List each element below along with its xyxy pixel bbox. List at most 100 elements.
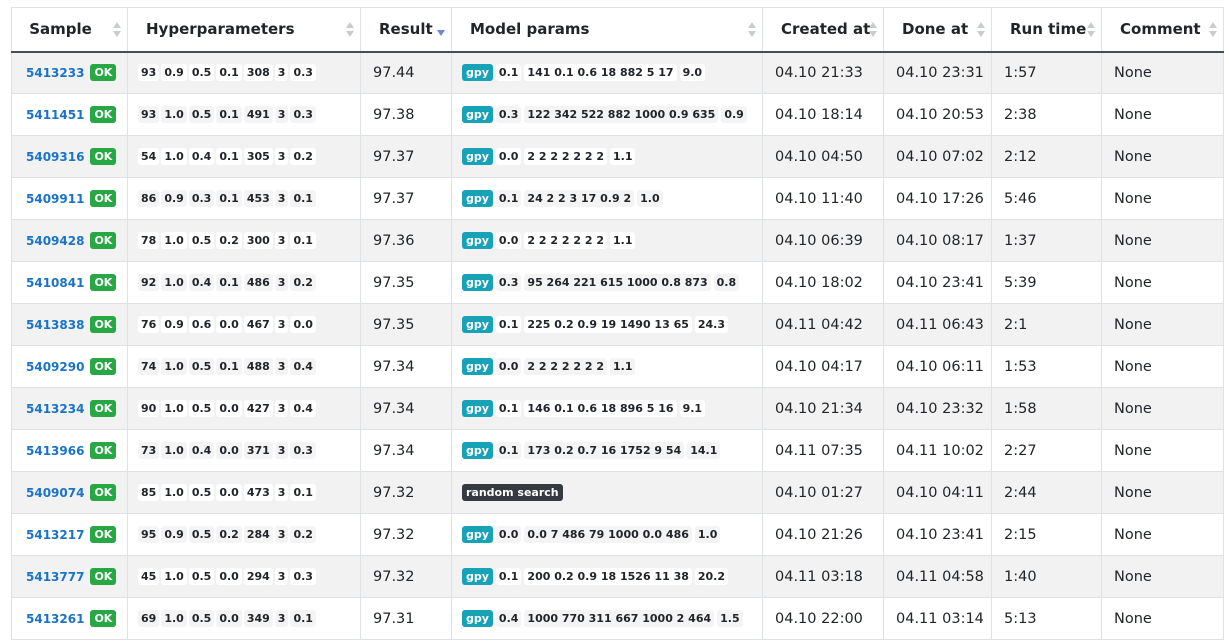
hyperparameter-value: 0.2 xyxy=(216,526,242,543)
sample-id-link[interactable]: 5413233 xyxy=(26,66,85,81)
table-row: 5410841 OK 92 1.0 0.4 0.1 486 3 0.2 97.35 gpy 0.3 95… xyxy=(11,261,1224,304)
hyperparameter-value: 1.0 xyxy=(161,442,187,459)
results-table-body: 5413233 OK 93 0.9 0.5 0.1 308 3 0.3 97.44 gpy 0.1 14… xyxy=(11,51,1224,640)
model-param-value: 2 2 2 2 2 2 2 xyxy=(524,232,607,249)
hyperparameter-value: 0.5 xyxy=(188,358,215,375)
hyperparameter-value: 76 xyxy=(138,316,160,333)
status-badge: OK xyxy=(90,106,117,123)
hyperparameter-value: 3 xyxy=(274,610,289,627)
done-at-cell: 04.10 23:41 xyxy=(883,261,992,304)
done-at-cell: 04.10 17:26 xyxy=(883,177,992,220)
model-param-value: 0.1 xyxy=(495,316,522,333)
sample-id-link[interactable]: 5413838 xyxy=(26,318,85,332)
gpy-badge: gpy xyxy=(462,274,493,291)
table-row: 5409290 OK 74 1.0 0.5 0.1 488 3 0.4 97.34 gpy 0.0 2 … xyxy=(11,345,1224,388)
model-param-value: 0.8 xyxy=(713,274,740,291)
header-label: Result xyxy=(379,20,433,39)
hyperparameter-value: 0.3 xyxy=(290,568,316,585)
hyperparameter-value: 0.1 xyxy=(216,106,242,123)
hyperparameter-value: 3 xyxy=(274,190,289,207)
hyperparameter-value: 0.3 xyxy=(290,64,316,82)
done-at-cell: 04.11 03:14 xyxy=(883,597,992,640)
hyperparameters-cell: 69 1.0 0.5 0.0 349 3 0.1 xyxy=(127,597,361,640)
hyperparameter-value: 0.1 xyxy=(216,358,242,375)
hyperparameter-value: 0.1 xyxy=(290,484,316,501)
hyperparameter-value: 0.3 xyxy=(290,442,316,459)
hyperparameter-value: 0.4 xyxy=(188,274,215,291)
hyperparameter-value: 284 xyxy=(243,526,273,543)
sample-id-link[interactable]: 5411451 xyxy=(26,108,85,122)
column-header-comment[interactable]: Comment xyxy=(1101,7,1224,53)
hyperparameters-cell: 93 1.0 0.5 0.1 491 3 0.3 xyxy=(127,93,361,136)
sample-id-link[interactable]: 5410841 xyxy=(26,276,85,290)
sample-cell: 5413261 OK xyxy=(11,597,128,640)
hyperparameters-cell: 86 0.9 0.3 0.1 453 3 0.1 xyxy=(127,177,361,220)
sample-id-link[interactable]: 5413217 xyxy=(26,528,85,542)
sample-id-link[interactable]: 5413966 xyxy=(26,444,85,458)
column-header-result[interactable]: Result xyxy=(360,7,452,53)
hyperparameters-cell: 78 1.0 0.5 0.2 300 3 0.1 xyxy=(127,219,361,262)
run-time-cell: 1:40 xyxy=(991,555,1102,598)
model-param-value: 20.2 xyxy=(694,568,729,585)
sample-id-link[interactable]: 5409316 xyxy=(26,150,85,164)
created-at-cell: 04.10 11:40 xyxy=(762,177,884,220)
table-row: 5409911 OK 86 0.9 0.3 0.1 453 3 0.1 97.37 gpy 0.1 24… xyxy=(11,177,1224,220)
hyperparameters-cell: 45 1.0 0.5 0.0 294 3 0.3 xyxy=(127,555,361,598)
model-param-value: 1.0 xyxy=(694,526,721,543)
sample-id-link[interactable]: 5409290 xyxy=(26,360,85,374)
hyperparameter-value: 45 xyxy=(138,568,160,585)
status-badge: OK xyxy=(90,400,117,417)
hyperparameter-value: 73 xyxy=(138,442,160,459)
column-header-sample[interactable]: Sample xyxy=(11,7,128,53)
column-header-created-at[interactable]: Created at xyxy=(762,7,884,53)
comment-cell: None xyxy=(1101,93,1224,136)
hyperparameter-value: 308 xyxy=(243,64,273,82)
column-header-hyperparameters[interactable]: Hyperparameters xyxy=(127,7,361,53)
created-at-cell: 04.10 01:27 xyxy=(762,471,884,514)
model-param-value: 0.0 7 486 79 1000 0.0 486 xyxy=(524,526,692,543)
hyperparameter-value: 0.2 xyxy=(290,148,316,165)
model-param-value: 9.1 xyxy=(679,400,706,417)
column-header-done-at[interactable]: Done at xyxy=(883,7,992,53)
model-param-value: 1.1 xyxy=(609,148,636,165)
model-param-value: 225 0.2 0.9 19 1490 13 65 xyxy=(524,316,692,333)
sample-id-link[interactable]: 5409428 xyxy=(26,234,85,248)
model-param-value: 0.4 xyxy=(495,610,522,627)
column-header-run-time[interactable]: Run time xyxy=(991,7,1102,53)
hyperparameter-value: 3 xyxy=(274,316,289,333)
model-params-cell: gpy 0.1 141 0.1 0.6 18 882 5 17 9.0 xyxy=(451,51,763,94)
created-at-cell: 04.10 21:26 xyxy=(762,513,884,556)
model-param-value: 1000 770 311 667 1000 2 464 xyxy=(524,610,715,627)
header-label: Created at xyxy=(781,20,871,39)
table-row: 5413217 OK 95 0.9 0.5 0.2 284 3 0.2 97.32 gpy 0.0 0.… xyxy=(11,513,1224,556)
done-at-cell: 04.11 04:58 xyxy=(883,555,992,598)
done-at-cell: 04.11 06:43 xyxy=(883,303,992,346)
sample-id-link[interactable]: 5413234 xyxy=(26,402,85,416)
hyperparameter-value: 95 xyxy=(138,526,160,543)
hyperparameter-value: 0.1 xyxy=(216,190,242,207)
hyperparameter-value: 0.1 xyxy=(290,232,316,249)
run-time-cell: 1:37 xyxy=(991,219,1102,262)
gpy-badge: gpy xyxy=(462,148,493,165)
sample-id-link[interactable]: 5409074 xyxy=(26,486,85,500)
sample-id-link[interactable]: 5413261 xyxy=(26,612,85,626)
hyperparameter-value: 0.5 xyxy=(188,484,215,501)
sample-id-link[interactable]: 5409911 xyxy=(26,192,85,206)
column-header-model-params[interactable]: Model params xyxy=(451,7,763,53)
model-param-value: 24.3 xyxy=(694,316,729,333)
hyperparameter-value: 300 xyxy=(243,232,273,249)
created-at-cell: 04.10 22:00 xyxy=(762,597,884,640)
sample-cell: 5413233 OK xyxy=(11,51,128,94)
created-at-cell: 04.10 21:33 xyxy=(762,51,884,94)
hyperparameter-value: 453 xyxy=(243,190,273,207)
hyperparameter-value: 3 xyxy=(274,106,289,123)
run-time-cell: 1:58 xyxy=(991,387,1102,430)
run-time-cell: 5:13 xyxy=(991,597,1102,640)
result-cell: 97.34 xyxy=(360,345,452,388)
comment-cell: None xyxy=(1101,471,1224,514)
model-param-value: 0.1 xyxy=(495,568,522,585)
model-params-cell: gpy 0.1 200 0.2 0.9 18 1526 11 38 20.2 xyxy=(451,555,763,598)
hyperparameter-value: 93 xyxy=(138,106,160,123)
sample-id-link[interactable]: 5413777 xyxy=(26,570,85,584)
header-label: Sample xyxy=(29,20,92,39)
